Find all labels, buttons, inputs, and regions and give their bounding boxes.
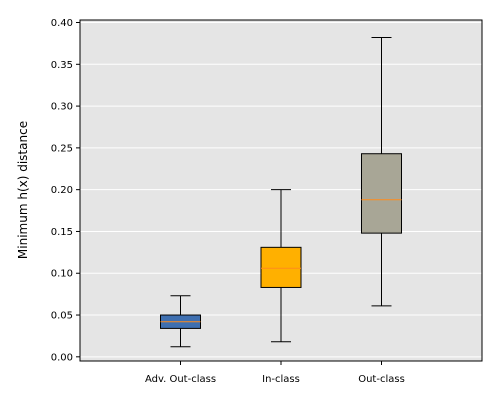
box-in-class xyxy=(260,189,302,343)
y-tick-label: 0.00 xyxy=(51,352,73,363)
boxes xyxy=(160,37,402,348)
x-tick-label: In-class xyxy=(262,374,300,385)
y-tick-label: 0.05 xyxy=(51,311,73,322)
y-tick-label: 0.10 xyxy=(51,269,73,280)
y-tick-label: 0.30 xyxy=(51,102,73,113)
y-axis-ticks: 0.00 0.05 0.10 0.15 0.20 0.25 0.30 0.35 0.40 xyxy=(51,18,80,363)
x-axis-ticks: Adv. Out-class In-class Out-class xyxy=(145,361,405,385)
y-tick-label: 0.40 xyxy=(51,18,73,29)
box-iqr xyxy=(361,153,402,234)
y-tick-label: 0.15 xyxy=(51,227,73,238)
box-out-class xyxy=(361,37,402,307)
box-adv-out-class xyxy=(160,295,201,348)
y-axis-label: Minimum h(x) distance xyxy=(16,121,30,259)
y-tick-label: 0.35 xyxy=(51,60,73,71)
y-tick-label: 0.25 xyxy=(51,143,73,154)
box-iqr xyxy=(260,246,302,288)
y-tick-label: 0.20 xyxy=(51,185,73,196)
x-tick-label: Adv. Out-class xyxy=(145,374,216,385)
x-tick-label: Out-class xyxy=(358,374,405,385)
